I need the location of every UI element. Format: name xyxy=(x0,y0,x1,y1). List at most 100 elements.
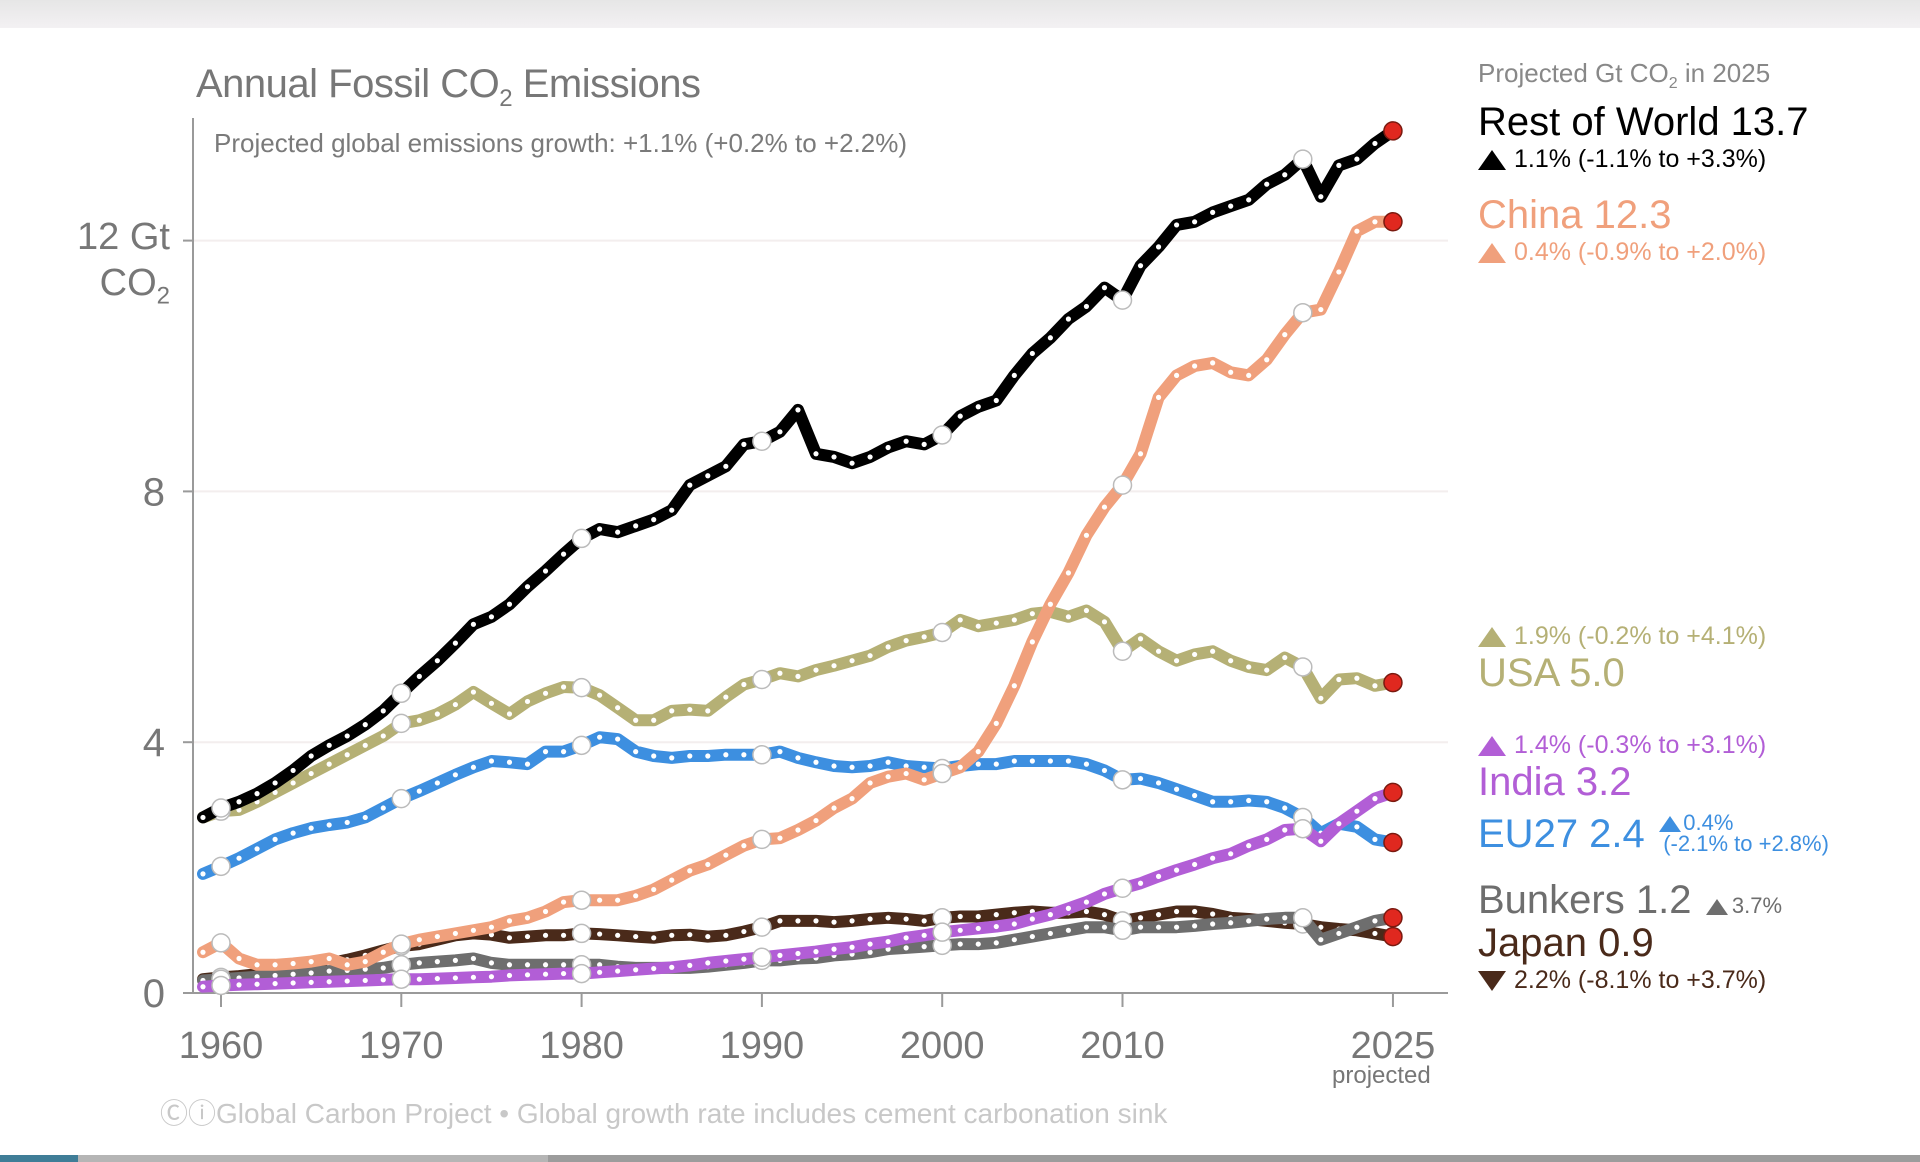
year-point xyxy=(921,944,927,950)
year-point xyxy=(831,946,837,952)
year-point xyxy=(200,984,206,990)
year-point xyxy=(1137,924,1144,930)
decade-marker xyxy=(1293,908,1313,928)
year-point xyxy=(1354,675,1360,681)
year-point xyxy=(272,836,278,842)
year-point xyxy=(777,670,783,676)
year-point xyxy=(1192,861,1198,868)
year-point xyxy=(308,825,314,831)
year-point xyxy=(741,441,747,447)
year-point xyxy=(1192,363,1198,369)
year-point xyxy=(236,799,242,805)
year-point xyxy=(434,780,440,786)
year-point xyxy=(362,742,368,748)
year-point xyxy=(1155,924,1162,930)
legend-name: Rest of World 13.7 xyxy=(1478,100,1809,144)
decade-marker xyxy=(932,425,952,445)
year-point xyxy=(597,962,603,968)
year-point xyxy=(236,855,242,861)
year-point xyxy=(506,711,513,717)
chart-title: Annual Fossil CO2 Emissions xyxy=(196,62,701,113)
year-point xyxy=(1372,918,1378,924)
year-point xyxy=(1083,303,1090,310)
year-point xyxy=(975,623,981,629)
year-point xyxy=(795,827,801,833)
year-point xyxy=(1246,197,1252,203)
decade-marker xyxy=(752,744,772,765)
decade-marker xyxy=(1293,657,1313,677)
year-point xyxy=(1318,924,1324,930)
year-point xyxy=(723,958,729,964)
legend-header-post: in 2025 xyxy=(1677,58,1771,88)
year-point xyxy=(741,681,747,688)
year-point xyxy=(416,788,422,794)
year-point xyxy=(1192,923,1198,929)
decade-marker xyxy=(752,669,772,690)
year-point xyxy=(1264,799,1270,805)
year-point xyxy=(741,752,747,758)
y-unit-line2: CO2 xyxy=(40,260,170,320)
projected-point xyxy=(1383,908,1403,928)
year-point xyxy=(506,601,513,607)
year-point xyxy=(254,846,260,852)
legend-change: 3.7% xyxy=(1705,893,1782,918)
year-point xyxy=(524,972,531,978)
year-point xyxy=(1372,836,1378,842)
year-point xyxy=(1246,918,1252,924)
triangle-up-icon xyxy=(1478,627,1506,648)
year-point xyxy=(416,976,422,982)
year-point xyxy=(957,617,963,623)
legend-entry-india: 1.4% (-0.3% to +3.1%) India 3.2 xyxy=(1478,731,1766,805)
year-point xyxy=(524,761,531,767)
year-point xyxy=(651,935,657,941)
legend-change: 0.4% (-2.1% to +2.8%) xyxy=(1659,812,1829,855)
legend-name: Japan 0.9 xyxy=(1478,921,1654,965)
year-point xyxy=(434,658,440,664)
year-point xyxy=(723,694,729,700)
year-point xyxy=(488,614,495,620)
year-point xyxy=(326,968,332,974)
year-point xyxy=(1264,836,1270,842)
year-point xyxy=(615,529,621,535)
year-point xyxy=(542,962,549,968)
decade-marker xyxy=(1293,149,1313,169)
year-point xyxy=(1318,306,1324,313)
year-point xyxy=(380,708,386,714)
year-point xyxy=(885,938,891,945)
legend-name: China 12.3 xyxy=(1478,193,1672,237)
legend-change: 1.9% (-0.2% to +4.1%) xyxy=(1478,622,1766,651)
year-point xyxy=(1011,758,1017,764)
year-point xyxy=(1029,611,1035,617)
year-point xyxy=(380,977,386,983)
year-point xyxy=(1282,654,1288,661)
y-tick-label: 4 xyxy=(143,721,165,765)
legend-header-sub: 2 xyxy=(1668,75,1678,93)
legend-entry-japan: Japan 0.9 2.2% (-8.1% to +3.7%) xyxy=(1478,921,1766,995)
year-point xyxy=(1155,244,1162,250)
bottom-bar-thumb[interactable] xyxy=(78,1155,548,1162)
year-point xyxy=(669,877,675,883)
decade-marker xyxy=(571,528,592,549)
triangle-down-icon xyxy=(1478,971,1506,992)
year-point xyxy=(957,927,963,933)
year-point xyxy=(1264,357,1270,363)
year-point xyxy=(813,451,819,457)
bottom-scrollbar[interactable] xyxy=(0,1155,1920,1162)
series-lines xyxy=(197,121,1403,996)
y-unit-line1: 12 Gt xyxy=(77,216,170,258)
year-point xyxy=(633,749,639,755)
year-point xyxy=(1101,504,1108,510)
series-line xyxy=(197,124,1399,824)
legend-change: 1.4% (-0.3% to +3.1%) xyxy=(1478,731,1766,760)
year-point xyxy=(308,753,314,759)
year-point xyxy=(1318,838,1324,844)
decade-marker xyxy=(1293,302,1313,323)
tick-labels: 0 4 8 1960 1970 1980 1990 2000 2010 2025 xyxy=(143,470,1435,1067)
y-axis-unit-label: 12 Gt CO2 xyxy=(40,214,170,320)
year-point xyxy=(524,698,531,705)
year-point xyxy=(1318,695,1324,701)
triangle-up-icon xyxy=(1478,243,1506,264)
year-point xyxy=(434,933,440,940)
decade-marker xyxy=(571,923,592,944)
x-tick-label: 2000 xyxy=(900,1025,985,1067)
